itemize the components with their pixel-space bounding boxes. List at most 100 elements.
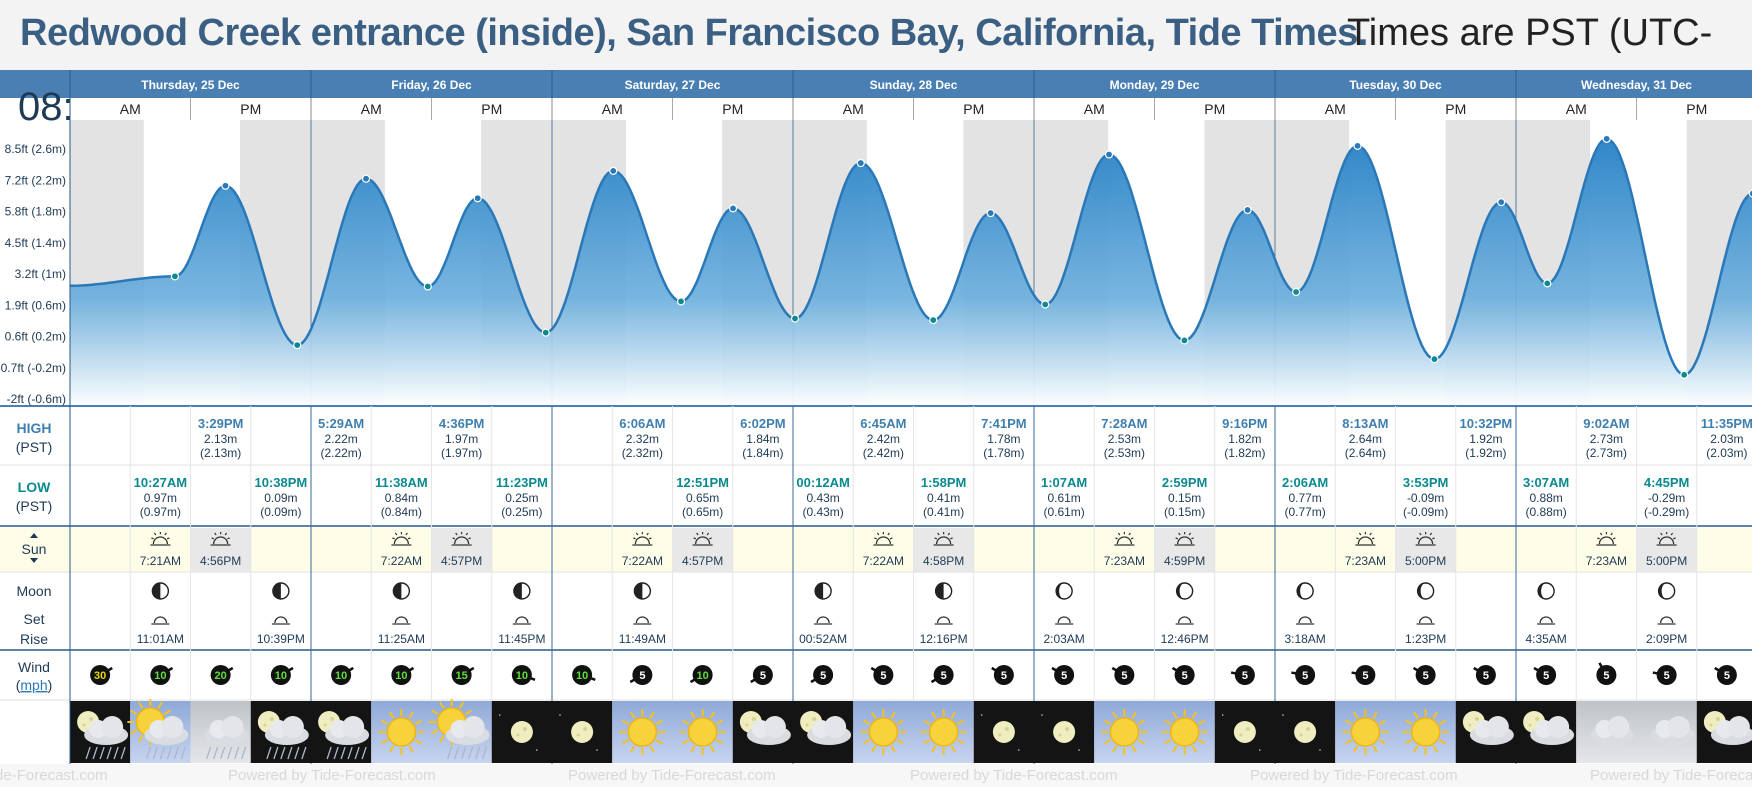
weather-rain-icon [190,701,251,763]
high-tide-height-alt: (2.53m) [1104,446,1145,460]
wind-indicator: 5 [1051,665,1075,685]
high-tide-height: 2.64m [1349,432,1382,446]
day-header-label: Wednesday, 31 Dec [1581,78,1692,92]
sunset-time: 4:57PM [682,554,723,568]
wind-speed: 5 [1121,670,1127,682]
high-tide-height: 2.03m [1710,432,1743,446]
low-label: LOW [18,479,51,495]
wind-indicator: 10 [270,665,294,685]
moonrise-time: 11:01AM [137,632,184,646]
am-label: AM [602,101,623,117]
high-tide-time: 9:16PM [1222,416,1268,431]
sunset-cell-bg [1636,528,1697,572]
crescent-moon-icon [1537,582,1555,600]
wind-speed: 5 [1302,670,1308,682]
day-header-label: Saturday, 27 Dec [625,78,721,92]
low-tide-point [170,272,180,281]
wind-unit-link[interactable]: mph [20,677,47,693]
tide-chart: Thursday, 25 Dec Friday, 26 Dec Saturday, … [0,70,1752,764]
wind-indicator: 10 [572,665,596,685]
wind-speed: 5 [1362,670,1368,682]
high-tide-height-alt: (2.22m) [320,446,361,460]
wind-indicator: 15 [451,665,475,685]
weather-sun-icon [1094,701,1155,763]
wind-speed: 10 [697,670,709,682]
pm-label: PM [1445,101,1466,117]
wind-indicator: 5 [1171,665,1195,685]
high-tide-height: 1.84m [746,432,779,446]
high-tide-time: 5:29AM [318,416,364,431]
weather-sun-rain-icon [428,699,492,763]
high-tide-height: 1.78m [987,432,1020,446]
sunset-icon [1415,532,1436,546]
low-tide-point [1680,370,1689,379]
low-tide-height: -0.09m [1407,491,1444,505]
sunset-cell-bg [913,528,974,572]
high-tz-label: (PST) [16,439,53,455]
moonset [814,616,833,625]
high-tide-height-alt: (2.73m) [1586,446,1627,460]
high-tide-time: 3:29PM [198,416,244,431]
y-tick-label: 1.9ft (0.6m) [5,298,66,312]
moonrise-time: 12:46PM [1161,632,1209,646]
moonrise [151,616,170,625]
high-tide-point [728,204,738,213]
day-header-label: Sunday, 28 Dec [870,78,958,92]
high-tide-point [361,174,371,183]
page-title: Redwood Creek entrance (inside), San Fra… [0,0,1752,70]
low-tide-height: 0.09m [264,491,297,505]
high-tide-time: 6:45AM [860,416,906,431]
high-tide-point [1748,189,1752,198]
wind-speed: 5 [880,670,886,682]
weather-moon-cloud-icon [1455,701,1516,763]
wind-indicator: 10 [391,665,415,685]
wind-speed: 5 [1603,670,1609,682]
watermark-strip: Powered by Tide-Forecast.com Powered by T… [0,764,1752,787]
moonrise-time: 12:16PM [920,632,968,646]
half-moon-icon [392,582,411,600]
moonrise [392,616,411,625]
low-tide-time: 1:58PM [921,475,967,490]
sunset-icon [933,532,954,546]
wind-speed: 10 [335,670,347,682]
weather-moon-icon [1214,701,1275,763]
wind-speed: 5 [1724,670,1730,682]
low-tide-time: 12:51PM [676,475,729,490]
timezone-note: Times are PST (UTC- [1347,12,1713,54]
crescent-moon-icon [1175,582,1194,600]
wind-indicator: 5 [1111,665,1135,685]
high-tide-height-alt: (2.64m) [1345,446,1386,460]
high-tide-point [221,181,230,190]
low-tide-height-alt: (-0.09m) [1403,505,1448,519]
low-tide-time: 11:23PM [496,475,548,490]
sunrise-icon [1114,532,1135,546]
weather-moon-cloud-icon [732,701,793,763]
weather-moon-rain-icon [250,701,311,763]
moonrise [633,616,652,625]
sunrise-time: 7:23AM [1586,554,1627,568]
weather-sun-icon [612,701,673,763]
sunset-icon [451,532,472,546]
high-tide-height-alt: (1.92m) [1465,446,1506,460]
low-tide-time: 3:53PM [1403,475,1449,490]
moonrise-time: 11:49AM [619,632,666,646]
high-tide-height-alt: (2.32m) [622,446,663,460]
y-tick-label: -0.7ft (-0.2m) [0,361,66,375]
half-moon-icon [633,582,652,600]
moonrise [1416,616,1435,625]
high-tide-point [1602,134,1611,143]
weather-sun-icon [1154,701,1215,763]
low-tide-height-alt: (0.25m) [501,505,542,519]
low-tide-height: 0.84m [385,491,418,505]
low-tide-point [1291,287,1301,297]
high-tide-time: 7:41PM [981,416,1027,431]
wind-indicator: 5 [1351,665,1376,685]
moon-rise-label: Rise [20,631,48,647]
moonset [1537,616,1556,625]
crescent-moon-icon [1296,582,1314,600]
high-tide-height: 2.32m [626,432,659,446]
weather-cloud-icon [1576,701,1637,763]
low-tide-height: 0.88m [1529,491,1562,505]
low-tide-point [1543,279,1552,288]
high-tide-height-alt: (1.82m) [1224,446,1265,460]
